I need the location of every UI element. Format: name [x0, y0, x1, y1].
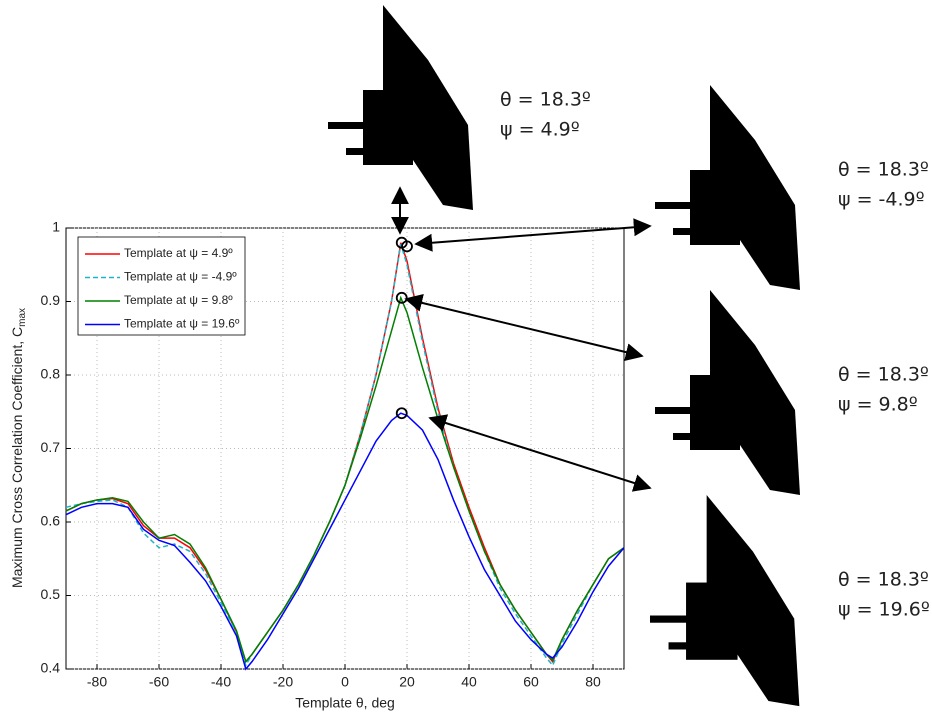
marker-circle [401, 240, 413, 253]
y-tick-label: 0.9 [41, 292, 61, 308]
annotation-psi: ψ = 4.9º [500, 119, 580, 141]
series-line [65, 243, 625, 668]
legend-label: Template at ψ = 9.8º [124, 293, 233, 307]
arrow [428, 414, 652, 492]
x-tick-label: 40 [461, 674, 477, 690]
y-tick-label: 0.5 [41, 586, 61, 602]
x-tick-label: -20 [273, 674, 293, 690]
y-tick-label: 0.7 [41, 439, 61, 455]
y-label-sub: max [17, 308, 28, 327]
legend-label: Template at ψ = 4.9º [124, 246, 233, 260]
annotation-psi: ψ = -4.9º [838, 189, 925, 211]
x-tick-label: 0 [341, 674, 349, 690]
silhouette [650, 495, 800, 707]
legend-label: Template at ψ = 19.6º [124, 317, 240, 331]
x-tick-label: -60 [149, 674, 169, 690]
x-tick-label: -80 [87, 674, 107, 690]
arrow [404, 294, 644, 361]
y-tick-label: 0.8 [41, 366, 61, 382]
arrow [414, 218, 652, 252]
y-axis-label: Maximum Cross Correlation Coefficient, C… [9, 308, 28, 588]
x-tick-label: 20 [399, 674, 415, 690]
series-line [65, 295, 625, 664]
marker-circle [395, 407, 408, 420]
y-tick-label: 1 [52, 219, 60, 235]
legend-label: Template at ψ = -4.9º [124, 270, 237, 284]
x-tick-label: 60 [523, 674, 539, 690]
silhouette [655, 290, 800, 495]
annotation-theta: θ = 18.3º [838, 569, 929, 591]
annotation-theta: θ = 18.3º [500, 89, 591, 111]
silhouette [328, 5, 473, 210]
annotation-psi: ψ = 9.8º [838, 394, 918, 416]
x-axis-label: Template θ, deg [295, 695, 395, 711]
y-tick-label: 0.4 [41, 660, 61, 676]
series-line [65, 412, 625, 671]
annotation-theta: θ = 18.3º [838, 364, 929, 386]
silhouette [655, 85, 800, 290]
lines [65, 242, 625, 671]
annotation-psi: ψ = 19.6º [838, 599, 930, 621]
x-tick-label: -40 [211, 674, 231, 690]
y-label-text: Maximum Cross Correlation Coefficient, C [9, 327, 25, 588]
y-tick-label: 0.6 [41, 513, 61, 529]
x-tick-label: 80 [585, 674, 601, 690]
annotation-theta: θ = 18.3º [838, 159, 929, 181]
